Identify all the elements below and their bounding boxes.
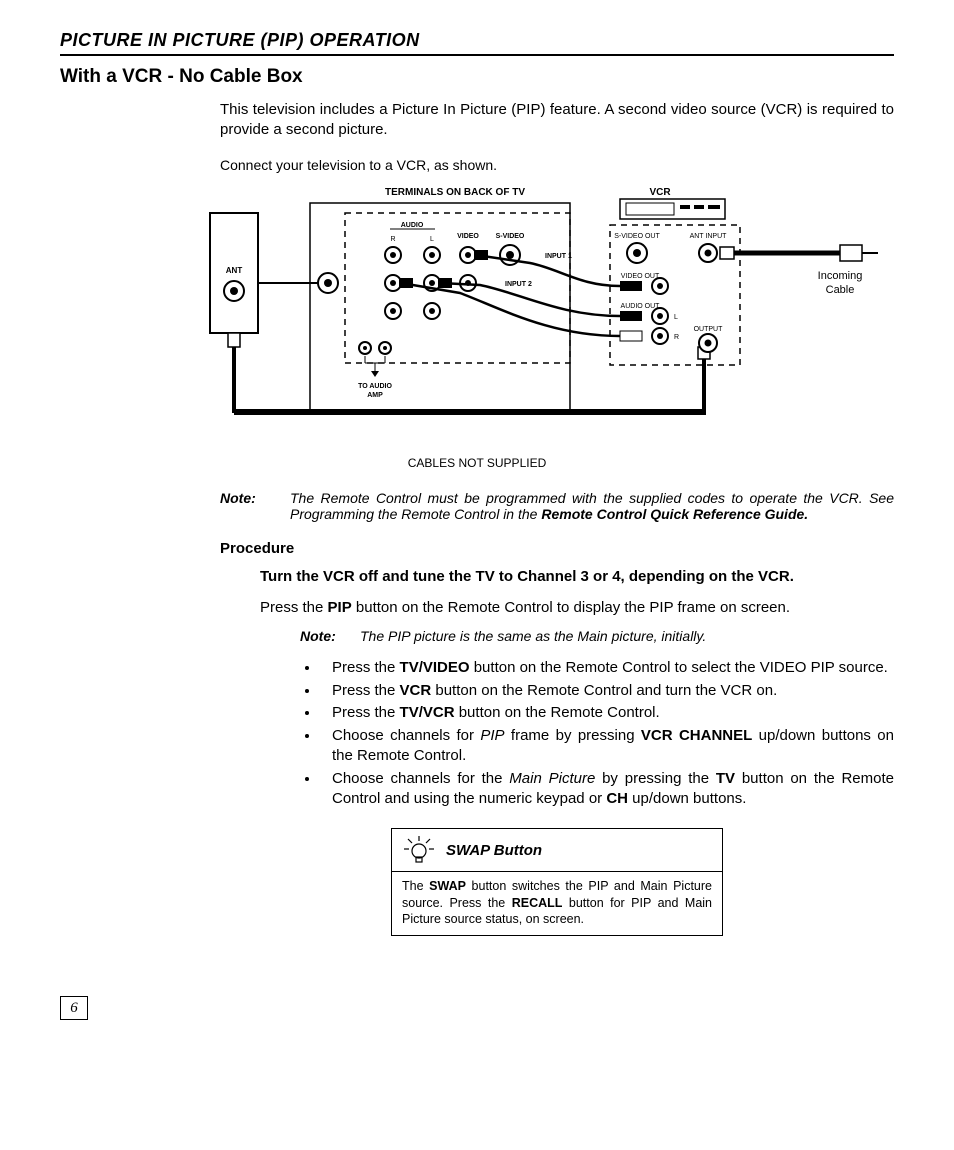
procedure-step-bold: Turn the VCR off and tune the TV to Chan… [260,567,894,587]
list-item: Press the VCR button on the Remote Contr… [320,681,894,701]
diagram-caption: CABLES NOT SUPPLIED [60,456,894,470]
intro-paragraph: This television includes a Picture In Pi… [220,100,894,141]
section-header: PICTURE IN PICTURE (PIP) OPERATION [60,30,894,56]
svg-text:Incoming: Incoming [818,270,863,282]
list-item: Press the TV/VCR button on the Remote Co… [320,703,894,723]
svg-text:R: R [674,334,679,341]
list-item: Press the TV/VIDEO button on the Remote … [320,658,894,678]
swap-callout: SWAP Button The SWAP button switches the… [391,828,723,936]
svg-text:Cable: Cable [826,284,855,296]
svg-text:AMP: AMP [367,392,383,399]
swap-title: SWAP Button [446,842,542,859]
page-number: 6 [60,996,88,1020]
connection-diagram: TERMINALS ON BACK OF TV VCR ANT AUDIO R … [60,183,894,470]
svg-text:AUDIO: AUDIO [401,222,424,229]
svg-text:INPUT 2: INPUT 2 [505,281,532,288]
header-text: PICTURE IN PICTURE (PIP) OPERATION [60,30,420,50]
procedure-press-pip: Press the PIP button on the Remote Contr… [260,599,894,616]
svg-text:L: L [430,236,434,243]
note-text: The Remote Control must be programmed wi… [290,490,894,522]
svg-text:AUDIO OUT: AUDIO OUT [621,303,661,310]
diagram-vcr-title: VCR [649,187,671,198]
procedure-heading: Procedure [220,540,894,557]
svg-text:OUTPUT: OUTPUT [694,326,724,333]
svg-text:ANT INPUT: ANT INPUT [690,233,728,240]
connect-line: Connect your television to a VCR, as sho… [220,157,894,173]
svg-text:S-VIDEO: S-VIDEO [496,233,525,240]
note-2: Note: The PIP picture is the same as the… [300,628,894,644]
list-item: Choose channels for PIP frame by pressin… [320,726,894,766]
note-1: Note: The Remote Control must be program… [220,490,894,522]
page-subtitle: With a VCR - No Cable Box [60,66,894,88]
svg-text:R: R [390,236,395,243]
list-item: Choose channels for the Main Picture by … [320,769,894,809]
note-label: Note: [220,490,290,522]
diagram-tv-title: TERMINALS ON BACK OF TV [385,187,525,198]
procedure-bullets: Press the TV/VIDEO button on the Remote … [260,658,894,809]
lightbulb-icon [402,835,436,865]
svg-text:TO AUDIO: TO AUDIO [358,383,392,390]
svg-text:VIDEO: VIDEO [457,233,479,240]
svg-text:S-VIDEO OUT: S-VIDEO OUT [614,233,660,240]
ant-label: ANT [226,266,243,275]
svg-text:VIDEO OUT: VIDEO OUT [621,273,660,280]
swap-body: The SWAP button switches the PIP and Mai… [392,872,722,935]
svg-text:L: L [674,314,678,321]
svg-text:INPUT 1: INPUT 1 [545,253,572,260]
